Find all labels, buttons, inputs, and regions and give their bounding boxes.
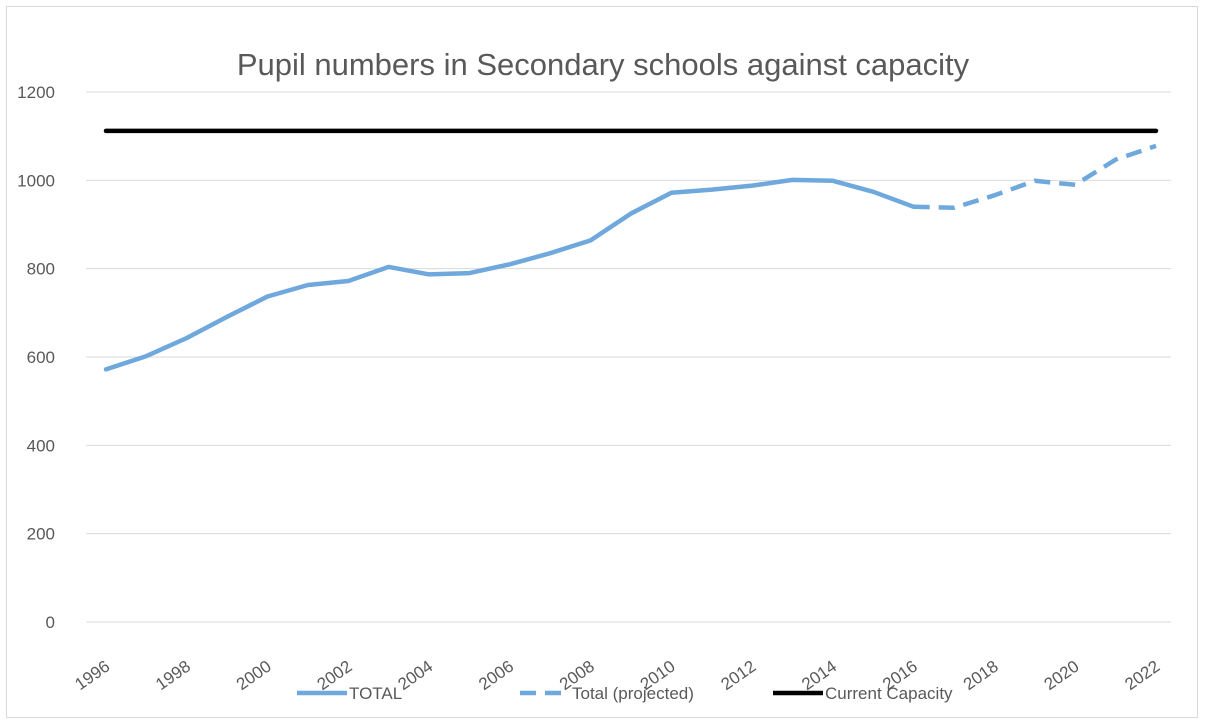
line-chart: Pupil numbers in Secondary schools again…: [7, 7, 1199, 719]
x-tick-label: 2022: [1121, 657, 1163, 694]
x-tick-label: 2000: [233, 657, 275, 694]
legend-label: Current Capacity: [825, 684, 953, 703]
x-tick-label: 2018: [960, 657, 1002, 694]
series-line-1: [914, 146, 1156, 208]
y-tick-label: 1200: [17, 83, 55, 102]
y-axis-ticks: 0 200 400 600 800 1000 1200: [17, 83, 55, 632]
series-lines: [106, 131, 1156, 370]
grid-lines: [86, 92, 1171, 622]
legend: TOTAL Total (projected) Current Capacity: [297, 684, 953, 703]
chart-frame: Pupil numbers in Secondary schools again…: [6, 6, 1198, 718]
y-tick-label: 800: [27, 260, 55, 279]
x-tick-label: 2006: [475, 657, 517, 694]
x-tick-label: 1996: [71, 657, 113, 694]
chart-title: Pupil numbers in Secondary schools again…: [237, 47, 970, 82]
x-tick-label: 2020: [1041, 657, 1083, 694]
y-tick-label: 200: [27, 525, 55, 544]
legend-label: Total (projected): [572, 684, 694, 703]
x-tick-label: 2012: [718, 657, 760, 694]
x-tick-label: 1998: [152, 657, 194, 694]
series-line-0: [106, 180, 914, 370]
y-tick-label: 600: [27, 348, 55, 367]
legend-label: TOTAL: [349, 684, 402, 703]
y-tick-label: 400: [27, 436, 55, 455]
y-tick-label: 0: [46, 613, 55, 632]
y-tick-label: 1000: [17, 171, 55, 190]
